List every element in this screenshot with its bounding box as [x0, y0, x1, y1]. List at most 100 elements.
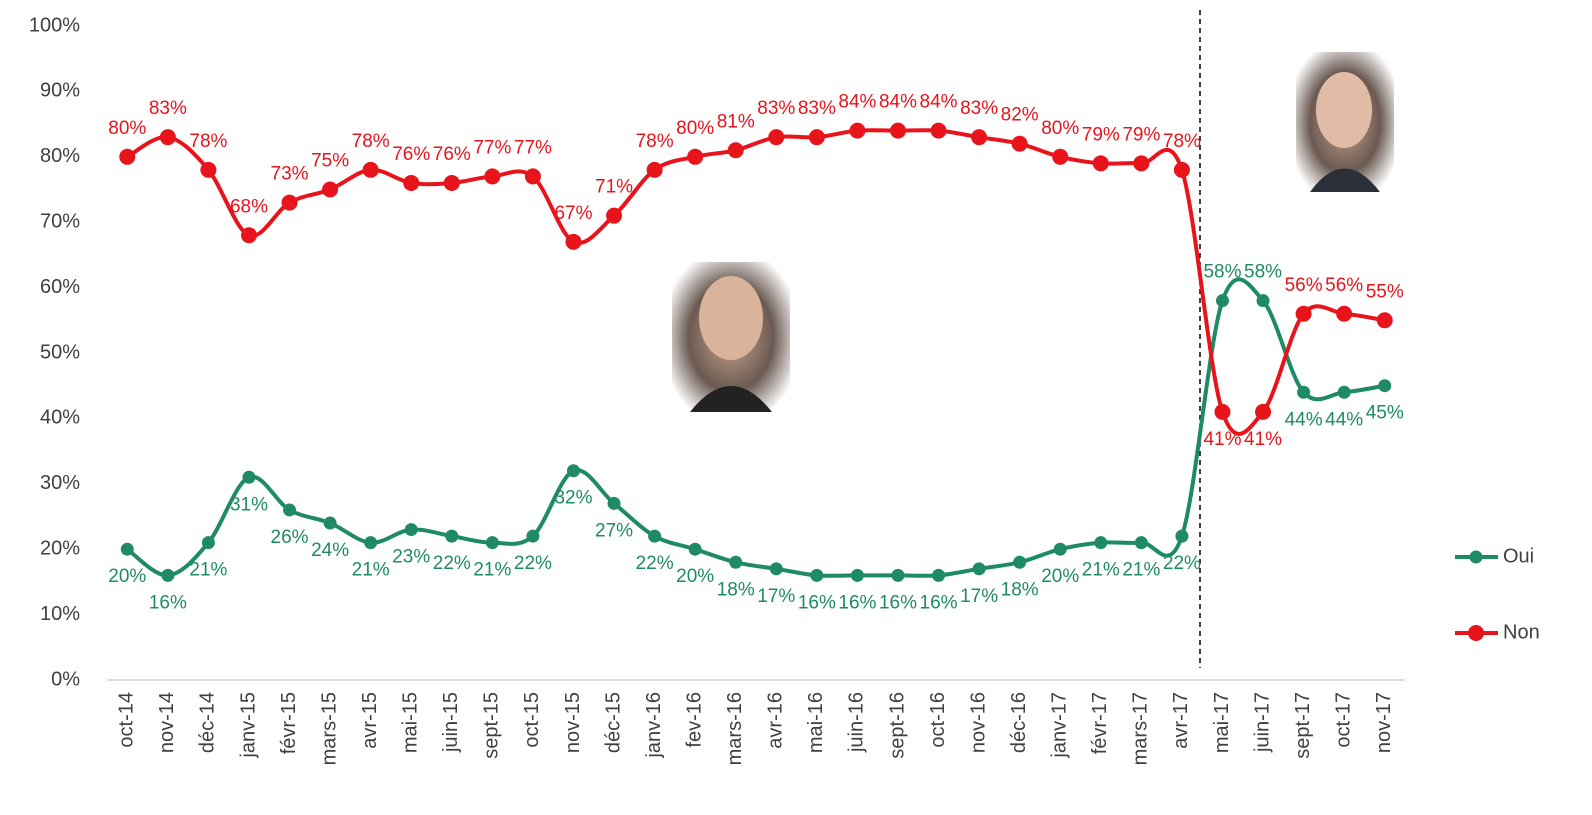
data-label: 75% — [311, 151, 349, 172]
data-label: 21% — [473, 560, 511, 581]
point — [484, 168, 500, 184]
data-label: 79% — [1082, 124, 1120, 145]
point — [728, 142, 744, 158]
x-tick-label: oct-17 — [1332, 692, 1354, 748]
x-tick-label: janv-17 — [1049, 692, 1071, 759]
point — [282, 195, 298, 211]
data-label: 44% — [1325, 409, 1363, 430]
point — [729, 556, 742, 569]
data-label: 73% — [271, 164, 309, 185]
x-tick-label: oct-15 — [521, 692, 543, 748]
point — [1052, 149, 1068, 165]
data-label: 81% — [717, 111, 755, 132]
data-label: 56% — [1325, 275, 1363, 296]
point — [1094, 536, 1107, 549]
point — [403, 175, 419, 191]
point — [1054, 543, 1067, 556]
x-tick-label: avr-16 — [765, 692, 787, 749]
data-label: 31% — [230, 494, 268, 515]
data-label: 77% — [473, 137, 511, 158]
point — [324, 517, 337, 530]
point — [689, 543, 702, 556]
data-label: 22% — [433, 553, 471, 574]
point — [608, 497, 621, 510]
point — [363, 162, 379, 178]
data-label: 76% — [392, 144, 430, 165]
point — [1012, 136, 1028, 152]
point — [973, 562, 986, 575]
chart: 0%10%20%30%40%50%60%70%80%90%100%oct-14n… — [0, 0, 1592, 815]
point — [1175, 530, 1188, 543]
data-label: 44% — [1285, 409, 1323, 430]
point — [526, 530, 539, 543]
data-label: 20% — [108, 566, 146, 587]
point — [648, 530, 661, 543]
data-label: 58% — [1244, 262, 1282, 283]
point — [1336, 306, 1352, 322]
point — [1338, 386, 1351, 399]
x-tick-label: nov-14 — [156, 692, 178, 753]
point — [283, 503, 296, 516]
data-label: 78% — [189, 131, 227, 152]
point — [932, 569, 945, 582]
x-tick-label: déc-14 — [197, 692, 219, 753]
data-label: 83% — [149, 98, 187, 119]
point — [525, 168, 541, 184]
x-tick-label: juin-16 — [846, 692, 868, 753]
y-tick-label: 70% — [40, 210, 80, 232]
point — [890, 123, 906, 139]
point — [1297, 386, 1310, 399]
x-tick-label: déc-15 — [602, 692, 624, 753]
data-label: 22% — [1163, 553, 1201, 574]
data-label: 80% — [108, 118, 146, 139]
x-tick-label: nov-17 — [1373, 692, 1395, 753]
x-tick-label: nov-15 — [562, 692, 584, 753]
y-tick-label: 100% — [29, 14, 80, 36]
x-tick-label: févr-15 — [278, 692, 300, 754]
point — [1133, 155, 1149, 171]
data-label: 18% — [1001, 579, 1039, 600]
data-label: 71% — [595, 177, 633, 198]
x-tick-label: fev-16 — [683, 692, 705, 748]
point — [849, 123, 865, 139]
x-tick-label: mars-15 — [318, 692, 340, 765]
x-tick-label: juin-15 — [440, 692, 462, 753]
data-label: 82% — [1001, 105, 1039, 126]
data-label: 20% — [676, 566, 714, 587]
data-label: 16% — [879, 592, 917, 613]
point — [971, 129, 987, 145]
y-tick-label: 60% — [40, 276, 80, 298]
x-tick-label: mars-16 — [724, 692, 746, 765]
point — [161, 569, 174, 582]
x-tick-label: avr-15 — [359, 692, 381, 749]
data-label: 16% — [149, 592, 187, 613]
legend-label: Oui — [1503, 545, 1534, 567]
point — [121, 543, 134, 556]
data-label: 55% — [1366, 281, 1404, 302]
y-tick-label: 40% — [40, 407, 80, 429]
point — [567, 464, 580, 477]
point — [202, 536, 215, 549]
x-tick-label: mai-17 — [1211, 692, 1233, 753]
legend-marker — [1468, 625, 1484, 641]
data-label: 79% — [1122, 124, 1160, 145]
point — [1255, 404, 1271, 420]
data-label: 67% — [554, 203, 592, 224]
data-label: 84% — [879, 92, 917, 113]
data-label: 45% — [1366, 403, 1404, 424]
x-tick-label: sept-16 — [886, 692, 908, 759]
point — [931, 123, 947, 139]
point — [1377, 312, 1393, 328]
x-tick-label: mai-16 — [805, 692, 827, 753]
data-label: 83% — [757, 98, 795, 119]
data-label: 21% — [1082, 560, 1120, 581]
data-label: 18% — [717, 579, 755, 600]
point — [770, 562, 783, 575]
data-label: 84% — [838, 92, 876, 113]
data-label: 77% — [514, 137, 552, 158]
point — [1093, 155, 1109, 171]
y-tick-label: 30% — [40, 472, 80, 494]
point — [160, 129, 176, 145]
data-label: 24% — [311, 540, 349, 561]
point — [1378, 379, 1391, 392]
